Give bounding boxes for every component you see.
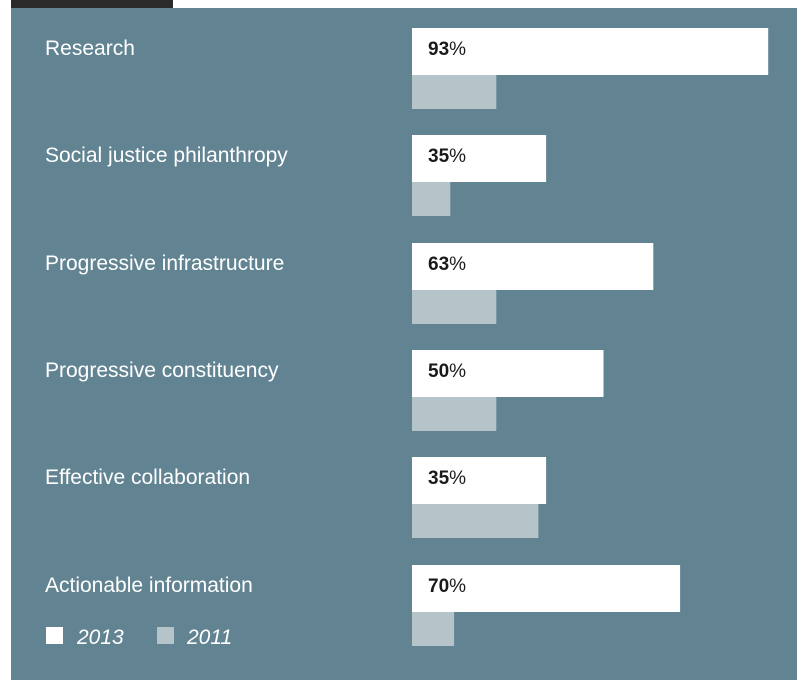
bar-2013-research <box>412 28 769 75</box>
bar-2013-effective-collaboration <box>412 457 547 504</box>
category-label-social-justice-philanthropy: Social justice philanthropy <box>45 144 288 167</box>
bar-2011-effective-collaboration <box>412 504 539 538</box>
value-label-social-justice-philanthropy: 35% <box>428 146 466 167</box>
value-label-research: 93% <box>428 39 466 60</box>
value-label-effective-collaboration: 35% <box>428 468 466 489</box>
bar-2011-social-justice-philanthropy <box>412 182 451 216</box>
category-label-research: Research <box>45 37 135 60</box>
bar-2011-progressive-constituency <box>412 397 497 431</box>
category-label-progressive-constituency: Progressive constituency <box>45 359 279 382</box>
category-label-effective-collaboration: Effective collaboration <box>45 466 250 489</box>
legend-label-2011: 2011 <box>186 626 232 649</box>
value-label-progressive-constituency: 50% <box>428 361 466 382</box>
bar-2011-progressive-infrastructure <box>412 290 497 324</box>
legend-swatch-2011 <box>157 627 174 644</box>
legend-label-2013: 2013 <box>76 626 124 649</box>
value-label-actionable-information: 70% <box>428 576 466 597</box>
bar-2013-actionable-information <box>412 565 681 612</box>
bar-2013-social-justice-philanthropy <box>412 135 547 182</box>
bar-2011-research <box>412 75 497 109</box>
legend: 2013 2011 <box>46 626 232 649</box>
bar-2011-actionable-information <box>412 612 455 646</box>
value-label-progressive-infrastructure: 63% <box>428 254 466 275</box>
bar-2013-progressive-infrastructure <box>412 243 654 290</box>
category-label-actionable-information: Actionable information <box>45 574 253 597</box>
legend-swatch-2013 <box>46 627 63 644</box>
bar-2013-progressive-constituency <box>412 350 604 397</box>
bars-group: Research 93% Social justice philanthropy 35… <box>45 28 769 646</box>
top-tab-decoration <box>11 0 173 8</box>
category-label-progressive-infrastructure: Progressive infrastructure <box>45 252 284 275</box>
